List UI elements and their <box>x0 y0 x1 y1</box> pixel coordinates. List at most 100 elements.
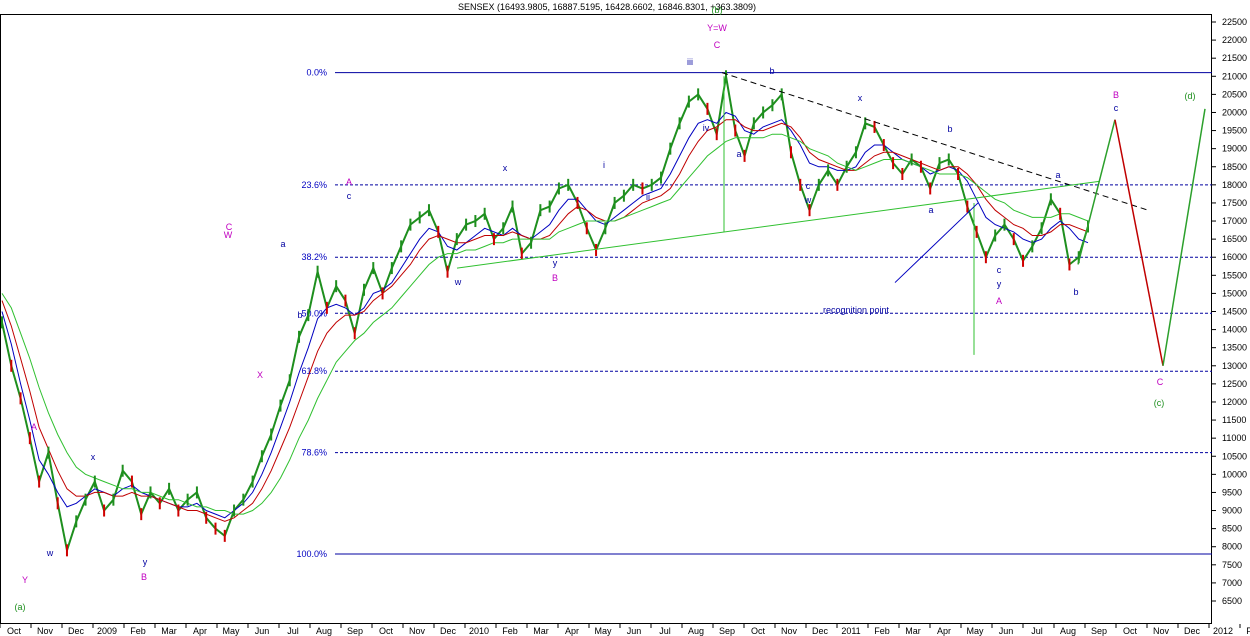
wave-label: a <box>1055 170 1060 180</box>
series-line-2 <box>1 111 1089 519</box>
wave-label: (c) <box>1154 398 1165 408</box>
wave-label: C <box>226 222 233 232</box>
wave-label: c <box>347 191 352 201</box>
y-tick-label: 18500 <box>1222 162 1247 172</box>
wave-label: W <box>224 230 233 240</box>
x-tick-label: 2010 <box>469 626 489 636</box>
series-line-4 <box>1 133 1089 515</box>
wave-label: x <box>503 163 508 173</box>
wave-label: A <box>31 422 37 432</box>
wave-label: A <box>346 177 352 187</box>
x-tick-label: Oct <box>379 626 394 636</box>
y-tick-label: 9500 <box>1222 487 1242 497</box>
x-tick-label: May <box>222 626 240 636</box>
support-trendline <box>456 180 1101 269</box>
y-tick-label: 17000 <box>1222 216 1247 226</box>
y-tick-label: 11500 <box>1222 415 1246 425</box>
y-tick-label: 7000 <box>1222 578 1242 588</box>
wave-label: b <box>1073 287 1078 297</box>
x-tick-label: May <box>966 626 984 636</box>
wave-label: (d) <box>1185 91 1196 101</box>
fib-level-label: 100.0% <box>296 549 327 559</box>
y-tick-label: 11000 <box>1222 433 1246 443</box>
x-tick-label: Mar <box>905 626 921 636</box>
y-tick-label: 14000 <box>1222 325 1247 335</box>
x-tick-label: Nov <box>409 626 426 636</box>
fib-level-label: 61.8% <box>301 366 327 376</box>
wave-label: ii <box>646 192 650 202</box>
wave-label: B <box>1113 90 1119 100</box>
x-tick-label: Oct <box>1123 626 1138 636</box>
x-tick-label: Dec <box>440 626 457 636</box>
y-tick-label: 7500 <box>1222 560 1242 570</box>
x-tick-label: Mar <box>161 626 177 636</box>
recognition-pointer <box>894 202 979 283</box>
y-tick-label: 14500 <box>1222 307 1247 317</box>
y-tick-label: 19000 <box>1222 144 1247 154</box>
x-tick-label: Dec <box>1184 626 1201 636</box>
wave-label: X <box>257 370 263 380</box>
wave-label: b <box>297 310 302 320</box>
series-line-3 <box>1 119 1089 522</box>
wave-label: c <box>997 265 1002 275</box>
y-tick-label: 20000 <box>1222 107 1247 117</box>
wave-label: C <box>714 40 721 50</box>
wave-label: iv <box>703 123 710 133</box>
y-tick-label: 21000 <box>1222 71 1247 81</box>
x-tick-label: Feb <box>1246 626 1250 636</box>
series-line-1 <box>1 76 1089 555</box>
y-tick-label: 15500 <box>1222 270 1247 280</box>
plot-frame <box>0 14 1212 624</box>
y-tick-label: 18000 <box>1222 180 1247 190</box>
x-tick-label: Jun <box>627 626 642 636</box>
fib-level-label: 23.6% <box>301 180 327 190</box>
wave-label: Y <box>22 575 28 585</box>
y-tick-label: 12000 <box>1222 397 1247 407</box>
x-tick-label: Jul <box>1031 626 1043 636</box>
y-tick-label: 15000 <box>1222 288 1247 298</box>
wave-label: A <box>996 296 1002 306</box>
wave-label: B <box>552 273 558 283</box>
y-tick-label: 8000 <box>1222 542 1242 552</box>
x-tick-label: Jul <box>287 626 299 636</box>
wave-label: Y=W <box>707 23 727 33</box>
fib-level-label: 50.0% <box>301 308 327 318</box>
x-tick-label: Aug <box>688 626 704 636</box>
chart-title: SENSEX (16493.9805, 16887.5195, 16428.66… <box>458 2 756 12</box>
x-tick-label: Oct <box>751 626 766 636</box>
x-tick-label: Dec <box>68 626 85 636</box>
y-tick-label: 9000 <box>1222 506 1242 516</box>
wave-label: x <box>858 93 863 103</box>
y-tick-label: 17500 <box>1222 198 1247 208</box>
fib-level-label: 38.2% <box>301 252 327 262</box>
y-tick-label: 10000 <box>1222 469 1247 479</box>
x-tick-label: Feb <box>502 626 518 636</box>
y-tick-label: 22000 <box>1222 35 1247 45</box>
y-tick-label: 12500 <box>1222 379 1247 389</box>
wave-label: b <box>947 124 952 134</box>
x-tick-label: 2009 <box>97 626 117 636</box>
x-tick-label: Feb <box>130 626 146 636</box>
x-tick-label: Nov <box>781 626 798 636</box>
wave-label: a <box>280 239 285 249</box>
fib-level-label: 78.6% <box>301 448 327 458</box>
recognition-point-label: recognition point <box>823 305 890 315</box>
wave-label: C <box>1157 377 1164 387</box>
wave-label: B <box>141 572 147 582</box>
projection-up-1 <box>1077 119 1116 265</box>
wave-label: w <box>454 277 462 287</box>
x-tick-label: Sep <box>719 626 735 636</box>
x-tick-label: Apr <box>193 626 207 636</box>
x-tick-label: Nov <box>1153 626 1170 636</box>
x-tick-label: Jul <box>659 626 671 636</box>
wave-label: (a) <box>15 602 26 612</box>
x-tick-label: Mar <box>533 626 549 636</box>
wave-label: a <box>736 149 741 159</box>
x-tick-label: Jun <box>999 626 1014 636</box>
x-tick-label: 2011 <box>841 626 860 636</box>
x-tick-label: Sep <box>347 626 363 636</box>
x-tick-label: Sep <box>1091 626 1107 636</box>
projection-up-2 <box>1162 108 1206 366</box>
x-tick-label: Nov <box>37 626 54 636</box>
